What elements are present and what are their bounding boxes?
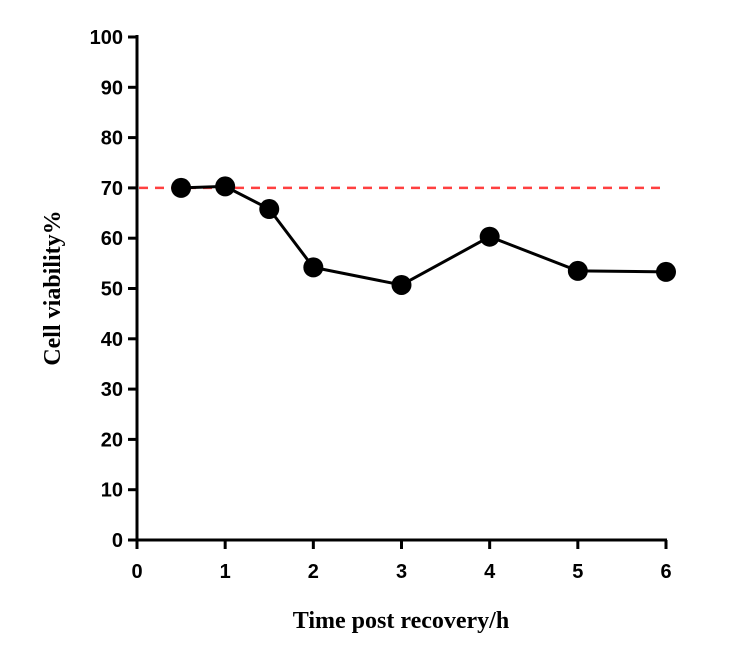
- y-tick-label: 0: [112, 530, 123, 552]
- y-axis-title: Cell viability%: [40, 210, 66, 365]
- y-tick-label: 40: [101, 329, 123, 351]
- x-tick-label: 1: [220, 561, 231, 583]
- data-point: [259, 199, 280, 220]
- y-tick-label: 20: [101, 429, 123, 451]
- x-tick-label: 5: [572, 561, 583, 583]
- data-point: [215, 176, 236, 197]
- y-tick-label: 90: [101, 77, 123, 99]
- axes: [128, 35, 668, 549]
- y-tick-label: 60: [101, 228, 123, 250]
- y-tick-label: 50: [101, 279, 123, 301]
- data-point: [303, 257, 324, 278]
- x-tick-label: 0: [131, 561, 142, 583]
- data-point: [479, 226, 500, 247]
- y-tick-label: 80: [101, 128, 123, 150]
- x-tick-label: 6: [660, 561, 671, 583]
- y-tick-label: 100: [90, 27, 123, 49]
- x-tick-label: 4: [484, 561, 496, 583]
- y-tick-label: 10: [101, 480, 123, 502]
- data-point-layer: [171, 176, 676, 295]
- x-tick-label: 2: [308, 561, 319, 583]
- tick-label-layer: 0 10 20 30 40 50 60 70 80 90 100 0 1 2 3 4 5 6: [90, 27, 672, 583]
- series-line-layer: [181, 184, 667, 287]
- data-point: [391, 274, 412, 295]
- data-point: [171, 177, 192, 198]
- data-point: [656, 261, 676, 282]
- series-line: [181, 184, 667, 287]
- y-tick-label: 70: [101, 178, 123, 200]
- data-point: [567, 260, 588, 281]
- x-tick-label: 3: [396, 561, 407, 583]
- x-axis-title: Time post recovery/h: [293, 608, 509, 634]
- y-tick-label: 30: [101, 379, 123, 401]
